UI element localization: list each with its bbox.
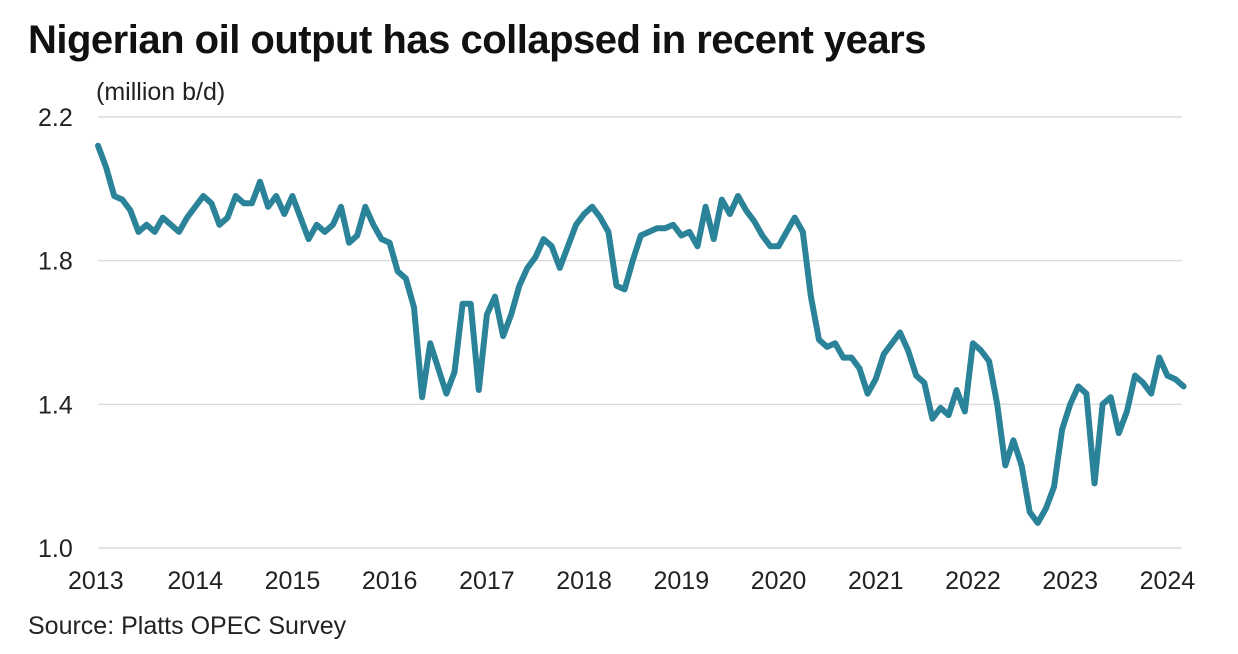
x-tick-label: 2024 (1140, 567, 1196, 595)
x-axis-ticks: 2013 2014 2015 2016 2017 2018 2019 2020 2021 2022… (68, 567, 1195, 595)
x-tick-label: 2015 (265, 567, 321, 595)
x-tick-label: 2021 (848, 567, 904, 595)
x-tick-label: 2022 (945, 567, 1001, 595)
x-tick-label: 2020 (751, 567, 807, 595)
y-tick-label: 1.8 (38, 248, 73, 276)
x-tick-label: 2017 (459, 567, 515, 595)
source-note: Source: Platts OPEC Survey (28, 612, 347, 640)
y-tick-label: 1.0 (38, 535, 73, 563)
x-tick-label: 2018 (556, 567, 612, 595)
chart-title: Nigerian oil output has collapsed in rec… (28, 18, 926, 62)
x-tick-label: 2019 (654, 567, 710, 595)
series-line-nigeria-output (95, 142, 1187, 526)
x-tick-label: 2013 (68, 567, 124, 595)
y-axis-unit-label: (million b/d) (96, 78, 226, 106)
x-tick-label: 2016 (362, 567, 418, 595)
y-axis-ticks: 1.0 1.4 1.8 2.2 (38, 104, 73, 563)
x-tick-label: 2014 (167, 567, 223, 595)
y-tick-label: 2.2 (38, 104, 73, 132)
x-tick-label: 2023 (1042, 567, 1098, 595)
gridlines (98, 116, 1182, 549)
y-tick-label: 1.4 (38, 391, 73, 419)
